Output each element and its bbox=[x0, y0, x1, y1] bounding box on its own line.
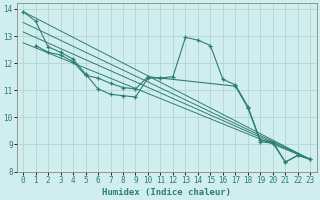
X-axis label: Humidex (Indice chaleur): Humidex (Indice chaleur) bbox=[102, 188, 231, 197]
